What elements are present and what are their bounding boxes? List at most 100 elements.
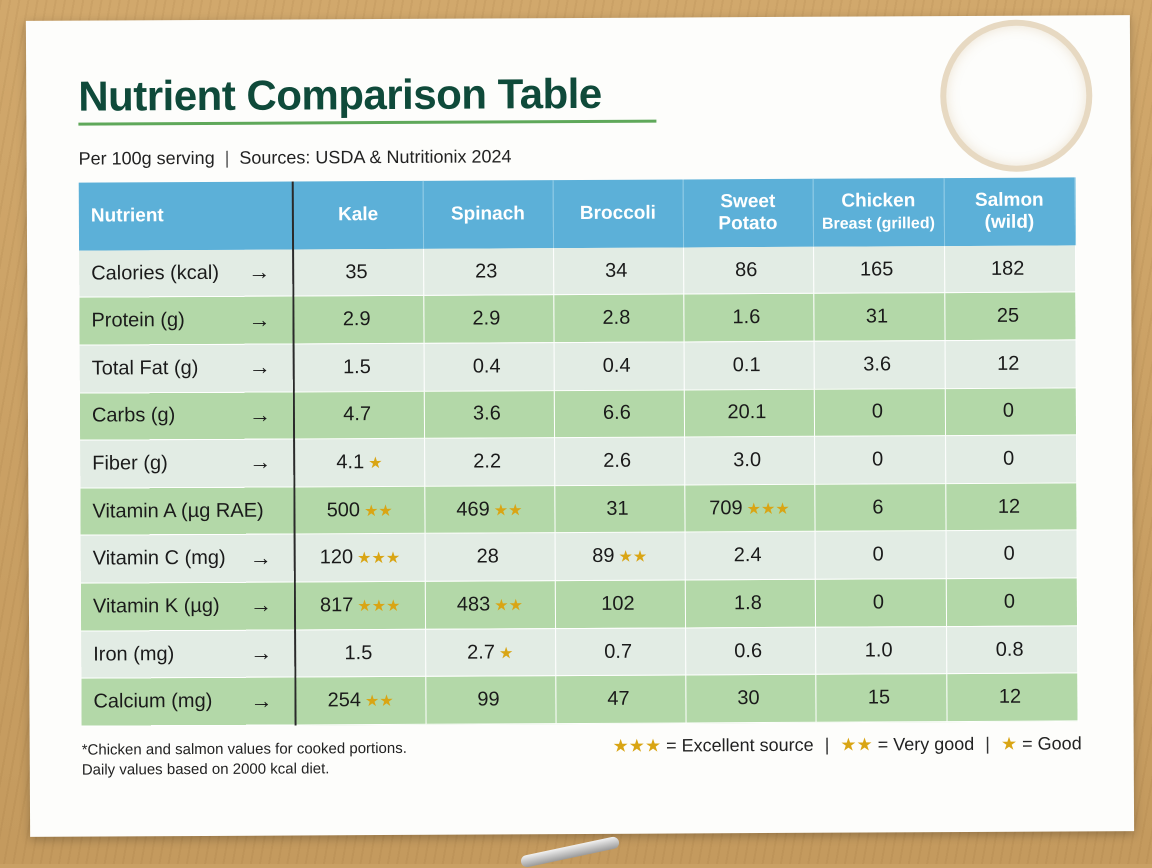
value: 0: [873, 591, 884, 613]
value-cell: 2.4: [685, 532, 815, 580]
value-cell: 15: [815, 674, 946, 722]
value-cell: 0: [814, 436, 945, 484]
legend-separator: |: [825, 735, 830, 755]
value-cell: 165: [813, 246, 944, 293]
nutrient-label-text: Fiber (g): [92, 452, 168, 474]
value-cell: 500★★: [294, 486, 424, 534]
value: 0: [1004, 591, 1015, 613]
value: 15: [868, 687, 890, 709]
nutrient-label-text: Carbs (g): [92, 404, 175, 426]
two-stars-icon: ★★: [840, 734, 872, 754]
table-row: Fiber (g)→ 4.1★ 2.2 2.6 3.0 0 0: [80, 435, 1076, 488]
value: 2.2: [473, 450, 501, 472]
table-row: Iron (mg)→ 1.5 2.7★ 0.7 0.6 1.0 0.8: [81, 626, 1077, 679]
header-kale: Kale: [293, 181, 423, 250]
value: 23: [475, 260, 497, 282]
value: 47: [607, 688, 629, 710]
value: 483: [457, 593, 490, 615]
value: 2.8: [602, 307, 630, 329]
value-cell: 2.9: [293, 296, 423, 344]
table-row: Carbs (g)→ 4.7 3.6 6.6 20.1 0 0: [80, 387, 1076, 440]
value: 28: [477, 546, 499, 568]
value: 1.6: [732, 306, 760, 328]
value: 817: [320, 594, 353, 616]
nutrient-label: Fiber (g)→: [80, 439, 294, 488]
table-row: Total Fat (g)→ 1.5 0.4 0.4 0.1 3.6 12: [80, 340, 1076, 393]
value: 0: [1004, 543, 1015, 565]
arrow-icon: →: [250, 592, 272, 618]
nutrient-label-text: Vitamin A (µg RAE): [92, 499, 263, 522]
value-cell: 182: [944, 245, 1075, 292]
value-cell: 12: [945, 340, 1076, 388]
value: 2.9: [472, 307, 500, 329]
value-cell: 469★★: [424, 485, 554, 533]
table-row: Vitamin C (mg)→ 120★★★ 28 89★★ 2.4 0 0: [81, 530, 1077, 583]
title-underline: [78, 120, 656, 126]
value: 254: [328, 689, 361, 711]
value: 709: [709, 497, 742, 519]
value-cell: 0.6: [685, 627, 815, 675]
value: 12: [997, 352, 1019, 374]
nutrient-label-text: Vitamin C (mg): [93, 547, 226, 570]
table-row: Vitamin K (µg)→ 817★★★ 483★★ 102 1.8 0 0: [81, 578, 1077, 631]
table-row: Vitamin A (µg RAE) 500★★ 469★★ 31 709★★★…: [80, 483, 1076, 536]
value-cell: 89★★: [555, 532, 685, 580]
value-cell: 0: [814, 388, 945, 436]
value-cell: 0.4: [554, 342, 684, 390]
value: 31: [866, 305, 888, 327]
arrow-icon: →: [249, 354, 271, 380]
nutrient-label: Protein (g)→: [79, 296, 293, 345]
value-cell: 2.7★: [425, 628, 555, 676]
table-row: Protein (g)→ 2.9 2.9 2.8 1.6 31 25: [79, 292, 1075, 345]
value: 0: [1003, 400, 1014, 422]
footnote-line-1: *Chicken and salmon values for cooked po…: [82, 739, 407, 761]
arrow-icon: →: [249, 402, 271, 428]
footnote: *Chicken and salmon values for cooked po…: [82, 739, 407, 781]
nutrient-label: Vitamin K (µg)→: [81, 582, 295, 631]
value: 35: [345, 261, 367, 283]
star-rating: ★: [368, 455, 382, 472]
header-broccoli: Broccoli: [553, 179, 683, 248]
page-title: Nutrient Comparison Table: [78, 70, 602, 121]
header-sweet-potato-line1: Sweet: [720, 191, 775, 212]
star-rating: ★★★: [357, 598, 400, 615]
header-spinach: Spinach: [423, 180, 553, 249]
value-cell: 709★★★: [684, 484, 814, 532]
value: 20.1: [727, 401, 766, 423]
nutrient-label: Vitamin C (mg)→: [81, 534, 295, 583]
value-cell: 34: [553, 247, 683, 294]
value-cell: 1.0: [815, 626, 946, 674]
value-cell: 20.1: [684, 389, 814, 437]
value: 0: [1003, 448, 1014, 470]
value-cell: 0: [946, 530, 1077, 578]
value-cell: 35: [293, 249, 423, 296]
nutrient-label-text: Protein (g): [91, 309, 184, 331]
legend-excellent: = Excellent source: [666, 735, 814, 756]
sources-text: Sources: USDA & Nutritionix 2024: [239, 146, 511, 167]
header-salmon-line2: (wild): [985, 212, 1035, 233]
header-salmon: Salmon(wild): [944, 177, 1075, 246]
value-cell: 120★★★: [295, 534, 425, 582]
value-cell: 0: [945, 435, 1076, 483]
one-star-icon: ★: [1001, 734, 1017, 754]
value: 0: [872, 401, 883, 423]
value-cell: 25: [944, 292, 1075, 340]
table-body: Calories (kcal)→ 35 23 34 86 165 182 Pro…: [79, 245, 1077, 726]
legend-good: = Good: [1022, 733, 1082, 753]
value-cell: 31: [554, 485, 684, 533]
value: 30: [737, 687, 759, 709]
star-legend: ★★★ = Excellent source | ★★ = Very good …: [613, 733, 1082, 756]
subtitle-separator: |: [225, 148, 230, 168]
value: 0.1: [733, 354, 761, 376]
value: 34: [605, 259, 627, 281]
value: 0.4: [473, 355, 501, 377]
star-rating: ★: [499, 645, 513, 662]
star-rating: ★★: [494, 502, 523, 519]
value-cell: 4.7: [294, 391, 424, 439]
value-cell: 6.6: [554, 389, 684, 437]
nutrient-label-text: Iron (mg): [93, 643, 174, 665]
value: 1.0: [865, 639, 893, 661]
nutrient-label: Total Fat (g)→: [80, 344, 294, 393]
value-cell: 817★★★: [295, 581, 425, 629]
